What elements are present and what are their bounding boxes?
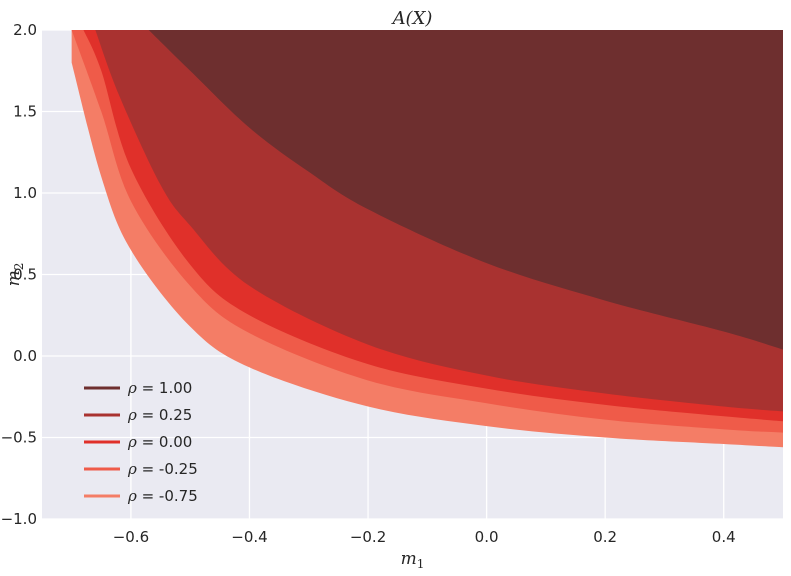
y-tick-label: −1.0 [1,510,37,528]
y-tick-labels: −1.0 −0.5 0.0 0.5 1.0 1.5 2.0 [1,21,37,528]
legend-label: ρ = 1.00 [127,379,192,397]
series-band [148,30,783,350]
legend: ρ = 1.00 ρ = 0.25 ρ = 0.00 ρ = -0.25 ρ = -0.… [84,379,198,505]
legend-entry: ρ = 0.25 [84,406,192,424]
x-axis-label: m1 [401,549,425,571]
x-tick-labels: −0.6 −0.4 −0.2 0.0 0.2 0.4 [113,528,736,546]
x-tick-label: 0.0 [475,528,499,546]
legend-label: ρ = -0.25 [127,460,198,478]
x-tick-label: 0.2 [593,528,617,546]
legend-entry: ρ = -0.75 [84,487,198,505]
y-tick-label: 0.0 [13,347,37,365]
y-tick-label: −0.5 [1,429,37,447]
legend-entry: ρ = 1.00 [84,379,192,397]
y-tick-label: 0.5 [13,266,37,284]
series-bands [71,30,784,448]
legend-label: ρ = -0.75 [127,487,198,505]
chart-title: A(X) [391,8,433,29]
legend-label: ρ = 0.00 [127,433,192,451]
y-tick-label: 1.0 [13,184,37,202]
x-tick-label: 0.4 [712,528,736,546]
y-tick-label: 1.5 [13,103,37,121]
legend-label: ρ = 0.25 [127,406,192,424]
legend-entry: ρ = 0.00 [84,433,192,451]
legend-entry: ρ = -0.25 [84,460,198,478]
x-tick-label: −0.2 [350,528,386,546]
y-axis-label: m2 [4,263,26,287]
x-tick-label: −0.4 [231,528,267,546]
y-tick-label: 2.0 [13,21,37,39]
x-tick-label: −0.6 [113,528,149,546]
